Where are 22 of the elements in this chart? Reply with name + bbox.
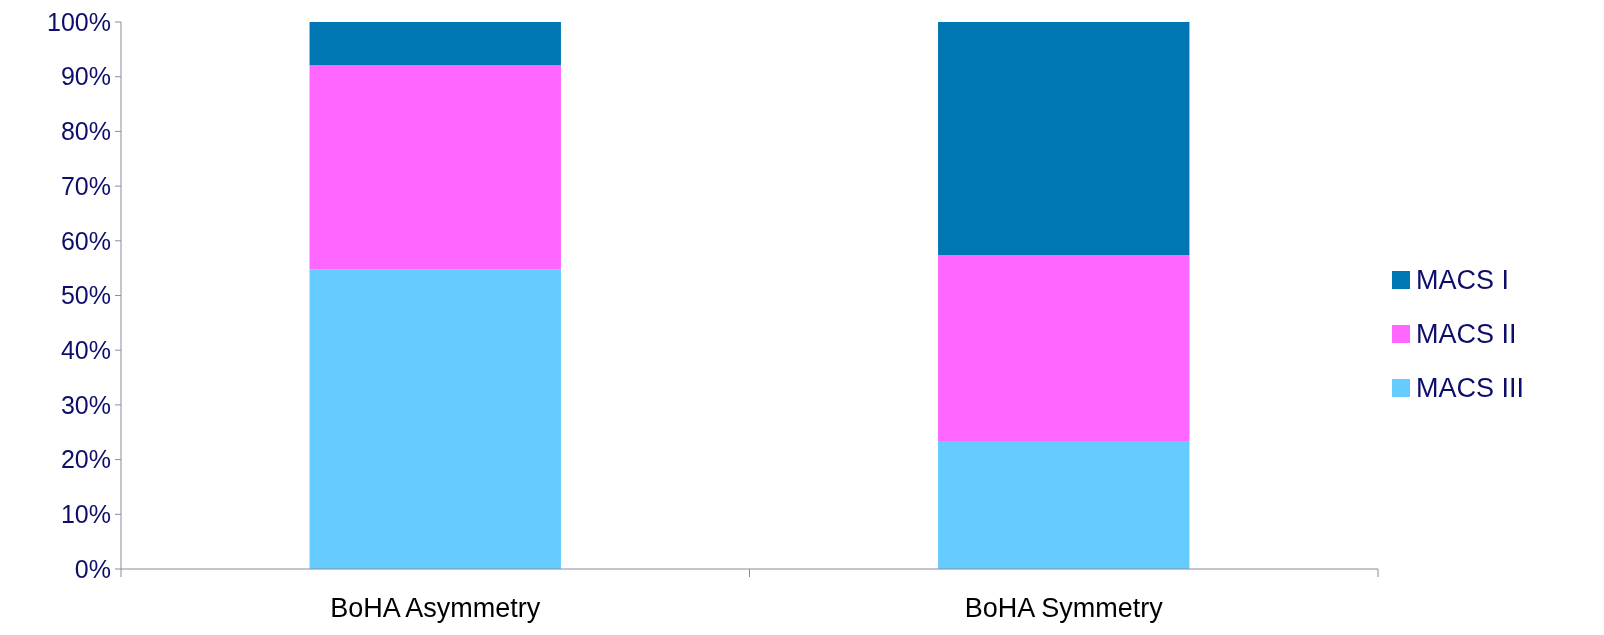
bar — [309, 269, 561, 569]
y-tick-label: 90% — [60, 62, 111, 91]
y-tick-label: 30% — [60, 390, 111, 419]
bar — [938, 441, 1190, 569]
legend-label: MACS I — [1416, 265, 1510, 296]
y-tick-label: 80% — [60, 117, 111, 146]
legend-label: MACS II — [1416, 319, 1517, 350]
y-tick-label: 100% — [47, 7, 111, 36]
bar — [309, 65, 561, 270]
y-tick-label: 20% — [60, 445, 111, 474]
legend-label: MACS III — [1416, 373, 1525, 404]
x-tick-label: BoHA Asymmetry — [330, 593, 541, 623]
y-tick-label: 50% — [60, 281, 111, 310]
bar — [938, 22, 1190, 256]
y-tick-label: 0% — [74, 554, 111, 583]
y-tick-label: 60% — [60, 226, 111, 255]
y-tick-label: 40% — [60, 335, 111, 364]
bar — [938, 255, 1190, 441]
y-tick-label: 10% — [60, 500, 111, 529]
x-tick-label: BoHA Symmetry — [964, 593, 1164, 623]
bar — [309, 22, 561, 66]
y-tick-label: 70% — [60, 171, 111, 200]
